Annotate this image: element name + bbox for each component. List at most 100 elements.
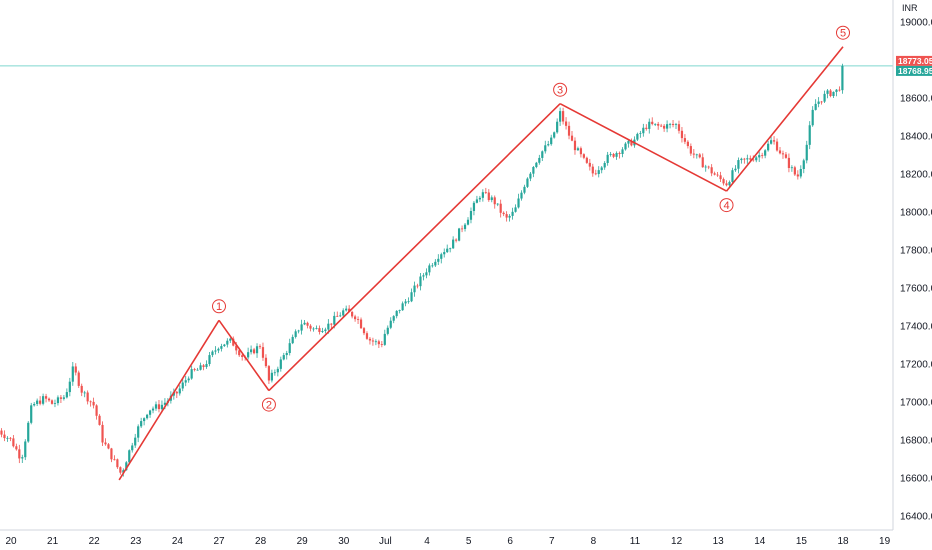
wave-label-circle <box>212 299 226 314</box>
candle-body <box>553 132 556 138</box>
candle-body <box>21 457 24 459</box>
candle-body <box>731 170 734 182</box>
candle-body <box>303 322 306 325</box>
candle-body <box>401 303 404 311</box>
candle-body <box>487 192 490 201</box>
y-tick-label: 18600.00 <box>900 94 932 105</box>
candle-body <box>556 121 559 133</box>
candle-body <box>740 158 743 161</box>
candle-body <box>728 181 731 186</box>
candle-body <box>143 418 146 422</box>
candle-body <box>624 143 627 150</box>
candle-body <box>104 442 107 445</box>
candle-body <box>113 459 116 461</box>
candle-body <box>50 400 54 404</box>
wave-segment <box>118 319 220 481</box>
y-tick-label: 18000.00 <box>900 208 932 219</box>
candle-body <box>570 135 574 141</box>
candle-body <box>306 322 309 326</box>
candle-body <box>716 174 719 176</box>
wave-segment <box>559 102 727 192</box>
candle-body <box>660 125 663 127</box>
candle-body <box>630 140 633 146</box>
candle-body <box>490 197 493 201</box>
candle-body <box>321 331 324 332</box>
candle-body <box>315 328 318 329</box>
candle-body <box>154 404 158 409</box>
candle-body <box>704 166 707 168</box>
candle-body <box>636 133 639 140</box>
candle-body <box>309 325 312 329</box>
x-tick-label: 18 <box>837 536 849 547</box>
candle-body <box>603 162 606 168</box>
candle-body <box>832 91 835 97</box>
candle-body <box>683 138 687 142</box>
candle-body <box>12 438 15 447</box>
candle-body <box>187 378 190 381</box>
candle-body <box>600 167 603 171</box>
candle-body <box>710 167 713 174</box>
candle-body <box>419 276 422 287</box>
price-tag <box>896 55 932 66</box>
candle-body <box>285 353 288 356</box>
x-tick-label: 5 <box>466 536 472 547</box>
candle-body <box>585 157 588 163</box>
candle-body <box>695 154 698 156</box>
candle-body <box>573 140 577 151</box>
candle-body <box>77 372 80 386</box>
candle-body <box>407 301 410 303</box>
candle-body <box>131 445 134 451</box>
candle-body <box>460 228 464 230</box>
candle-body <box>544 145 547 152</box>
candle-body <box>547 144 550 146</box>
candle-body <box>116 459 119 468</box>
candle-body <box>499 203 502 213</box>
candle-body <box>784 154 788 158</box>
candle-body <box>793 167 796 175</box>
y-tick-label: 17400.00 <box>900 322 932 333</box>
candle-body <box>440 254 443 259</box>
candle-body <box>823 93 826 102</box>
currency-label: INR <box>902 3 918 13</box>
candle-body <box>377 341 380 345</box>
price-tag <box>896 65 932 76</box>
candle-body <box>389 320 392 328</box>
candle-body <box>526 178 529 187</box>
candle-body <box>312 328 315 330</box>
candle-body <box>663 125 666 129</box>
candle-body <box>493 197 496 205</box>
candle-body <box>255 346 259 354</box>
candle-body <box>826 90 829 94</box>
candle-body <box>291 336 294 344</box>
candle-body <box>229 338 232 341</box>
candle-body <box>288 343 291 354</box>
candle-body <box>755 157 758 161</box>
candle-body <box>609 154 612 155</box>
candle-body <box>386 327 389 334</box>
candle-body <box>541 151 544 158</box>
x-tick-label: 7 <box>549 536 555 547</box>
candle-body <box>122 470 125 473</box>
candle-body <box>359 319 363 329</box>
candle-body <box>157 404 161 410</box>
candle-body <box>41 396 45 404</box>
candle-body <box>443 252 446 255</box>
candle-body <box>612 154 615 157</box>
candle-body <box>15 446 18 450</box>
candle-body <box>749 158 752 160</box>
x-tick-label: 24 <box>172 536 184 547</box>
x-tick-label: 20 <box>5 536 17 547</box>
candle-body <box>764 150 767 156</box>
candle-body <box>520 192 523 199</box>
y-tick-label: 18400.00 <box>900 132 932 143</box>
candle-body <box>333 315 336 325</box>
candle-body <box>24 441 27 458</box>
candle-body <box>220 346 223 349</box>
candle-body <box>184 380 187 383</box>
candle-body <box>707 166 710 168</box>
candle-body <box>241 355 244 357</box>
candle-body <box>83 392 86 394</box>
candle-body <box>178 388 181 394</box>
